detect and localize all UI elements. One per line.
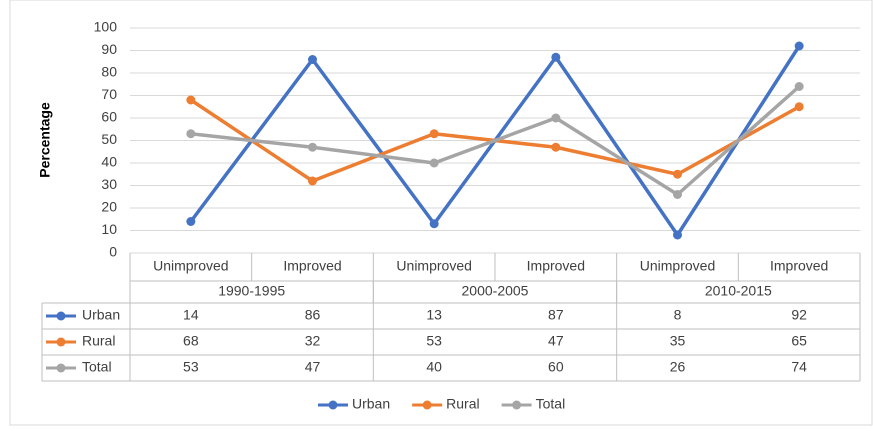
legend-label: Urban xyxy=(352,396,390,412)
data-point xyxy=(551,113,561,123)
data-point xyxy=(308,176,317,186)
y-tick-label: 50 xyxy=(101,131,117,147)
y-tick-label: 20 xyxy=(101,199,117,215)
y-tick-label: 60 xyxy=(101,109,117,125)
x-tick-label: Unimproved xyxy=(396,258,471,274)
legend-label: Rural xyxy=(446,396,479,412)
legend-marker xyxy=(422,400,432,410)
table-legend-marker xyxy=(56,337,66,347)
series-line xyxy=(190,85,801,197)
table-cell: 8 xyxy=(674,307,682,323)
table-cell: 13 xyxy=(426,307,442,323)
table-cell: 35 xyxy=(670,333,686,349)
data-point xyxy=(551,142,561,152)
y-tick-label: 10 xyxy=(101,221,117,237)
table-cell: 32 xyxy=(305,333,321,349)
y-tick-label: 30 xyxy=(101,176,117,192)
legend-marker xyxy=(328,400,338,410)
data-point xyxy=(551,52,561,62)
data-point xyxy=(794,41,804,51)
legend-marker xyxy=(512,400,522,410)
table-cell: 47 xyxy=(548,333,564,349)
data-point xyxy=(186,95,196,105)
table-row-label: Total xyxy=(82,359,112,375)
data-point xyxy=(308,142,317,152)
x-tick-label: Unimproved xyxy=(640,258,715,274)
y-tick-label: 90 xyxy=(101,41,117,57)
x-group-label: 2010-2015 xyxy=(705,283,772,299)
data-point xyxy=(429,158,439,168)
table-cell: 14 xyxy=(183,307,199,323)
table-cell: 60 xyxy=(548,359,564,375)
data-point xyxy=(673,190,682,199)
table-cell: 68 xyxy=(183,333,199,349)
data-point xyxy=(186,217,196,226)
table-cell: 86 xyxy=(305,307,321,323)
data-point xyxy=(673,230,682,240)
data-point xyxy=(794,82,804,91)
data-point xyxy=(794,102,804,112)
table-row-label: Urban xyxy=(82,307,120,323)
table-cell: 53 xyxy=(183,359,199,375)
y-tick-label: 40 xyxy=(101,154,117,170)
table-legend-marker xyxy=(56,311,66,321)
data-point xyxy=(673,169,682,179)
table-cell: 40 xyxy=(426,359,442,375)
x-tick-label: Improved xyxy=(283,258,341,274)
x-tick-label: Unimproved xyxy=(153,258,228,274)
data-point xyxy=(308,55,317,64)
x-group-label: 2000-2005 xyxy=(462,283,529,299)
y-tick-label: 100 xyxy=(94,19,118,35)
x-tick-label: Improved xyxy=(527,258,585,274)
table-cell: 74 xyxy=(791,359,807,375)
x-group-label: 1990-1995 xyxy=(218,283,285,299)
legend-label: Total xyxy=(536,396,566,412)
table-legend-marker xyxy=(56,363,66,373)
y-tick-label: 0 xyxy=(109,244,117,260)
table-cell: 47 xyxy=(305,359,321,375)
table-row-label: Rural xyxy=(82,333,115,349)
data-point xyxy=(186,129,196,139)
data-point xyxy=(429,129,439,139)
table-cell: 65 xyxy=(791,333,807,349)
x-tick-label: Improved xyxy=(770,258,828,274)
table-cell: 92 xyxy=(791,307,807,323)
data-point xyxy=(429,219,439,229)
table-cell: 87 xyxy=(548,307,564,323)
table-cell: 26 xyxy=(670,359,686,375)
y-axis-title: Percentage xyxy=(37,102,53,178)
y-tick-label: 80 xyxy=(101,64,117,80)
table-cell: 53 xyxy=(426,333,442,349)
y-tick-label: 70 xyxy=(101,86,117,102)
